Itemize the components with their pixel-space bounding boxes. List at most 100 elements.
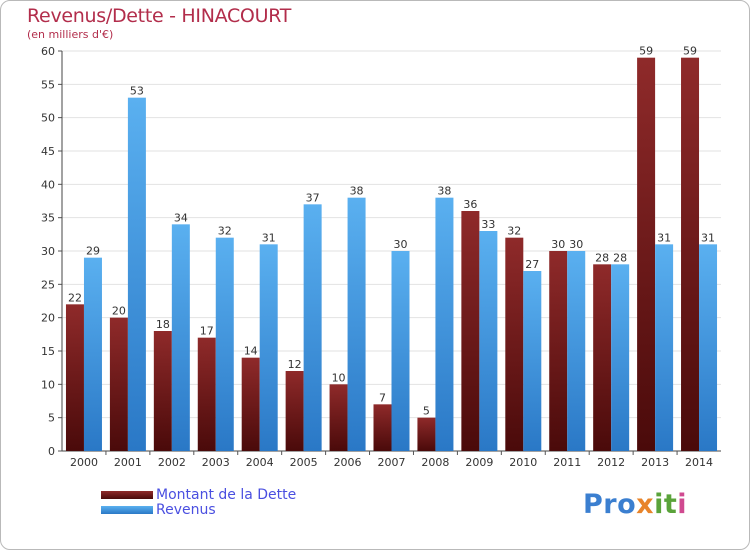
bar-revenue <box>655 244 674 451</box>
data-label: 59 <box>639 45 653 58</box>
x-tick-label: 2006 <box>334 456 362 469</box>
data-label: 17 <box>200 325 214 338</box>
y-tick-label: 45 <box>41 145 55 158</box>
legend-label-debt: Montant de la Dette <box>156 486 297 503</box>
y-tick-label: 50 <box>41 112 55 125</box>
x-tick-label: 2004 <box>246 456 274 469</box>
data-label: 18 <box>156 318 170 331</box>
data-label: 31 <box>701 231 715 244</box>
data-label: 59 <box>683 45 697 58</box>
legend-label-revenue: Revenus <box>156 501 216 518</box>
bar-debt <box>329 384 348 451</box>
bar-revenue <box>83 257 102 451</box>
data-label: 30 <box>551 238 565 251</box>
y-tick-label: 15 <box>41 345 55 358</box>
y-tick-label: 60 <box>41 45 55 58</box>
legend-swatch-debt <box>101 490 153 499</box>
legend-item-debt: Montant de la Dette <box>101 486 297 503</box>
data-label: 37 <box>306 191 320 204</box>
data-label: 27 <box>525 258 539 271</box>
y-tick-label: 40 <box>41 178 55 191</box>
bar-debt <box>197 337 216 451</box>
bar-debt <box>241 357 260 451</box>
bar-debt <box>153 331 172 451</box>
x-tick-label: 2008 <box>421 456 449 469</box>
bar-debt <box>593 264 612 451</box>
y-tick-label: 55 <box>41 78 55 91</box>
bar-revenue <box>435 197 454 451</box>
data-label: 31 <box>262 231 276 244</box>
bar-debt <box>549 251 568 451</box>
data-label: 28 <box>595 251 609 264</box>
legend: Montant de la Dette Revenus <box>101 486 297 518</box>
x-tick-label: 2013 <box>641 456 669 469</box>
data-label: 32 <box>507 225 521 238</box>
x-tick-label: 2001 <box>114 456 142 469</box>
x-tick-label: 2010 <box>509 456 537 469</box>
bar-debt <box>461 211 480 451</box>
legend-swatch-revenue <box>101 505 153 514</box>
x-tick-label: 2009 <box>465 456 493 469</box>
x-tick-label: 2014 <box>685 456 713 469</box>
data-label: 53 <box>130 85 144 98</box>
x-tick-label: 2007 <box>378 456 406 469</box>
y-tick-label: 0 <box>48 445 55 458</box>
data-label: 29 <box>86 245 100 258</box>
data-label: 32 <box>218 225 232 238</box>
data-label: 22 <box>68 291 82 304</box>
bar-revenue <box>303 204 322 451</box>
data-label: 14 <box>244 345 258 358</box>
chart-title: Revenus/Dette - HINACOURT <box>27 5 292 27</box>
legend-item-revenue: Revenus <box>101 501 296 518</box>
x-tick-label: 2003 <box>202 456 230 469</box>
data-label: 31 <box>657 231 671 244</box>
bar-debt <box>417 417 436 451</box>
bar-debt <box>505 237 524 451</box>
x-tick-label: 2011 <box>553 456 581 469</box>
data-label: 7 <box>379 391 386 404</box>
bar-revenue <box>479 231 498 451</box>
bar-revenue <box>259 244 278 451</box>
data-label: 34 <box>174 211 188 224</box>
bar-revenue <box>171 224 190 451</box>
bar-revenue <box>127 97 146 452</box>
bar-revenue <box>391 251 410 451</box>
bar-revenue <box>611 264 630 451</box>
bar-revenue <box>523 271 542 451</box>
chart-subtitle: (en milliers d'€) <box>27 28 114 41</box>
bar-debt <box>109 317 128 451</box>
y-tick-label: 35 <box>41 212 55 225</box>
data-label: 30 <box>569 238 583 251</box>
y-tick-label: 10 <box>41 378 55 391</box>
proxiti-logo: Proxiti <box>583 489 688 520</box>
bar-revenue <box>699 244 718 451</box>
bar-debt <box>373 404 392 451</box>
data-label: 5 <box>423 405 430 418</box>
y-tick-label: 30 <box>41 245 55 258</box>
data-label: 12 <box>288 358 302 371</box>
data-label: 38 <box>350 185 364 198</box>
data-label: 33 <box>481 218 495 231</box>
bar-debt <box>285 371 304 451</box>
data-label: 20 <box>112 305 126 318</box>
bar-revenue <box>215 237 234 451</box>
x-tick-label: 2002 <box>158 456 186 469</box>
y-tick-label: 25 <box>41 278 55 291</box>
data-label: 28 <box>613 251 627 264</box>
x-tick-label: 2012 <box>597 456 625 469</box>
bar-debt <box>637 57 656 452</box>
y-tick-label: 5 <box>48 412 55 425</box>
x-tick-label: 2000 <box>70 456 98 469</box>
bar-debt <box>65 304 84 451</box>
data-label: 36 <box>463 198 477 211</box>
x-tick-label: 2005 <box>290 456 318 469</box>
data-label: 30 <box>394 238 408 251</box>
bar-revenue <box>567 251 586 451</box>
data-label: 38 <box>437 185 451 198</box>
bar-revenue <box>347 197 366 451</box>
data-label: 10 <box>332 371 346 384</box>
y-tick-label: 20 <box>41 312 55 325</box>
bar-debt <box>681 57 700 452</box>
